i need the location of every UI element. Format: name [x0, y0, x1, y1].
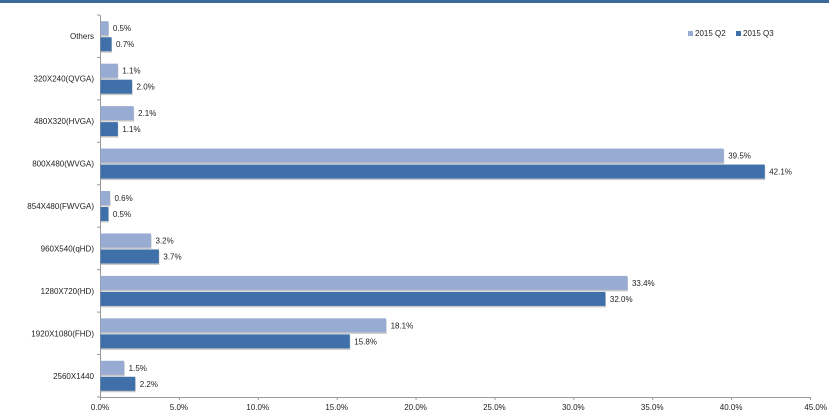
bar	[100, 21, 109, 36]
x-tick-label: 40.0%	[720, 403, 743, 412]
data-label: 0.7%	[116, 40, 134, 49]
data-label: 39.5%	[728, 152, 751, 161]
bar	[100, 79, 133, 94]
bar	[100, 318, 387, 333]
bar	[100, 249, 159, 264]
category-label: 480X320(HVGA)	[34, 117, 94, 126]
data-label: 33.4%	[632, 279, 655, 288]
bar	[100, 122, 118, 137]
category-label: 1920X1080(FHD)	[31, 329, 94, 338]
data-label: 1.5%	[129, 364, 147, 373]
x-tick-label: 10.0%	[246, 403, 269, 412]
category-label: Others	[70, 32, 94, 41]
x-tick-label: 45.0%	[804, 403, 827, 412]
category-label: 320X240(QVGA)	[34, 75, 95, 84]
bar	[100, 207, 109, 221]
data-label: 2.2%	[140, 380, 158, 389]
x-tick-label: 20.0%	[404, 403, 427, 412]
bar	[100, 63, 118, 78]
bar	[100, 334, 350, 349]
legend-swatch	[688, 31, 693, 36]
data-label: 3.7%	[163, 252, 181, 261]
bar	[100, 275, 628, 290]
data-label: 42.1%	[769, 168, 792, 177]
category-label: 800X480(WVGA)	[32, 160, 94, 169]
bar	[100, 164, 765, 179]
bar	[100, 148, 724, 163]
x-tick-label: 35.0%	[641, 403, 664, 412]
legend-label: 2015 Q2	[695, 29, 726, 38]
x-tick-label: 5.0%	[170, 403, 188, 412]
bar	[100, 106, 134, 121]
data-label: 0.5%	[113, 210, 131, 219]
legend-label: 2015 Q3	[743, 29, 774, 38]
x-tick-label: 0.0%	[91, 403, 109, 412]
category-label: 854X480(FWVGA)	[27, 202, 94, 211]
bar	[100, 37, 112, 52]
bar	[100, 291, 606, 306]
data-label: 1.1%	[122, 67, 140, 76]
top-border-line	[0, 0, 829, 3]
category-label: 1280X720(HD)	[41, 287, 95, 296]
data-label: 0.6%	[114, 194, 132, 203]
x-tick-label: 30.0%	[562, 403, 585, 412]
data-label: 2.0%	[137, 83, 155, 92]
legend-swatch	[736, 31, 741, 36]
data-label: 15.8%	[354, 337, 377, 346]
x-tick-label: 15.0%	[325, 403, 348, 412]
x-tick-label: 25.0%	[483, 403, 506, 412]
category-label: 960X540(qHD)	[41, 244, 95, 253]
bar	[100, 233, 151, 248]
data-label: 3.2%	[155, 236, 173, 245]
data-label: 2.1%	[138, 109, 156, 118]
bar	[100, 191, 110, 205]
data-label: 18.1%	[391, 321, 414, 330]
category-label: 2560X1440	[53, 372, 94, 381]
data-label: 32.0%	[610, 295, 633, 304]
bar	[100, 360, 125, 375]
data-label: 0.5%	[113, 24, 131, 33]
data-label: 1.1%	[122, 125, 140, 134]
bar	[100, 376, 136, 391]
